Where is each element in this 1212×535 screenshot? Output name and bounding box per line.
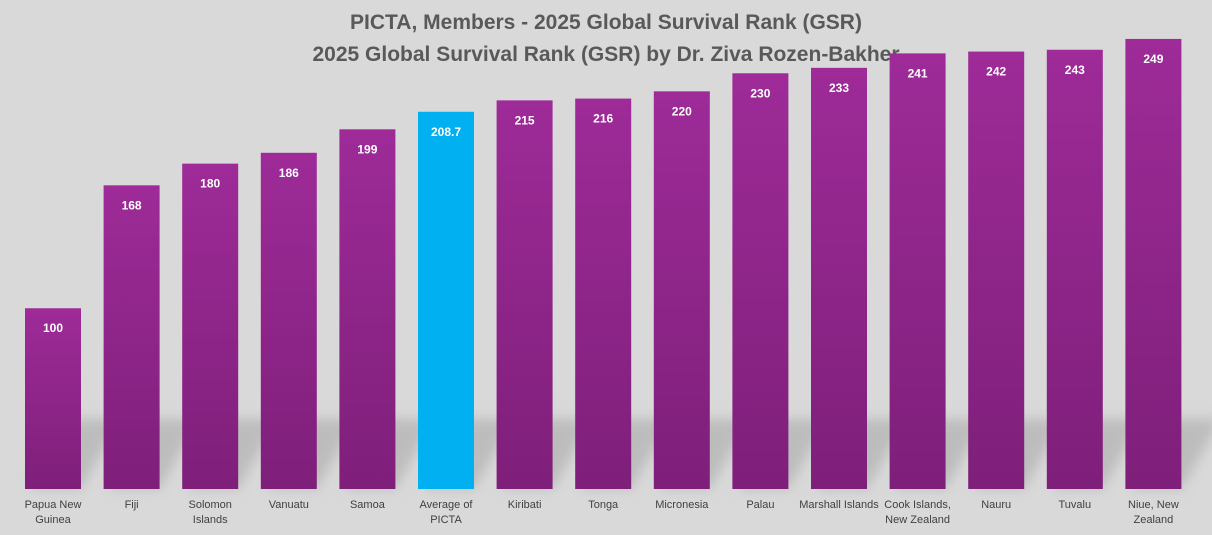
- category-tick-label: Samoa: [350, 499, 386, 511]
- bar: [25, 308, 81, 489]
- data-label: 100: [43, 321, 63, 335]
- bar: [103, 185, 160, 489]
- category-tick-label: Solomon Islands: [188, 499, 231, 526]
- category-tick-label: Cook Islands, New Zealand: [884, 499, 951, 526]
- category-tick-label: Kiribati: [508, 499, 542, 511]
- category-tick-label: Palau: [746, 499, 774, 511]
- data-label: 233: [829, 81, 849, 95]
- data-labels: 100 168 180 186 199 208.7 215 216 220 230 233 241 24…: [43, 52, 1164, 335]
- data-label: 186: [279, 166, 299, 180]
- bar: [811, 67, 867, 490]
- category-tick-label: Tonga: [588, 499, 619, 511]
- bar: [339, 129, 396, 490]
- bar: [575, 98, 632, 489]
- category-tick-label: Nauru: [981, 499, 1011, 511]
- bar: [260, 152, 317, 490]
- data-label: 215: [515, 113, 535, 127]
- chart-subtitle: 2025 Global Survival Rank (GSR) by Dr. Z…: [312, 43, 900, 66]
- bar: [968, 51, 1025, 490]
- bar: [889, 53, 946, 489]
- bar: [496, 100, 553, 490]
- data-label: 180: [200, 177, 220, 191]
- category-tick-label: Niue, New Zealand: [1128, 499, 1179, 526]
- category-tick-label: Papua New Guinea: [25, 499, 82, 526]
- data-label: 249: [1143, 52, 1163, 66]
- bar: [182, 163, 239, 489]
- data-label: 220: [672, 104, 692, 118]
- data-label: 208.7: [431, 125, 461, 139]
- category-tick-label: Average of PICTA: [419, 499, 473, 526]
- category-tick-label: Micronesia: [655, 499, 709, 511]
- category-tick-label: Tuvalu: [1058, 499, 1091, 511]
- chart-title: PICTA, Members - 2025 Global Survival Ra…: [350, 11, 862, 34]
- data-label: 199: [357, 142, 377, 156]
- bar: [732, 73, 789, 489]
- bar: [1125, 38, 1182, 490]
- category-tick-label: Fiji: [125, 499, 139, 511]
- data-label: 216: [593, 112, 613, 126]
- category-labels: Papua New Guinea Fiji Solomon Islands Vanuatu…: [25, 499, 1179, 526]
- data-label: 242: [986, 65, 1006, 79]
- bar-highlight: [418, 111, 474, 490]
- category-tick-label: Vanuatu: [269, 499, 309, 511]
- bar: [653, 91, 710, 489]
- bar-series: [25, 38, 1182, 490]
- data-label: 243: [1065, 63, 1085, 77]
- data-label: 168: [122, 198, 142, 212]
- category-tick-label: Marshall Islands: [799, 499, 879, 511]
- data-label: 230: [750, 86, 770, 100]
- bar: [1046, 49, 1103, 489]
- data-label: 241: [908, 66, 928, 80]
